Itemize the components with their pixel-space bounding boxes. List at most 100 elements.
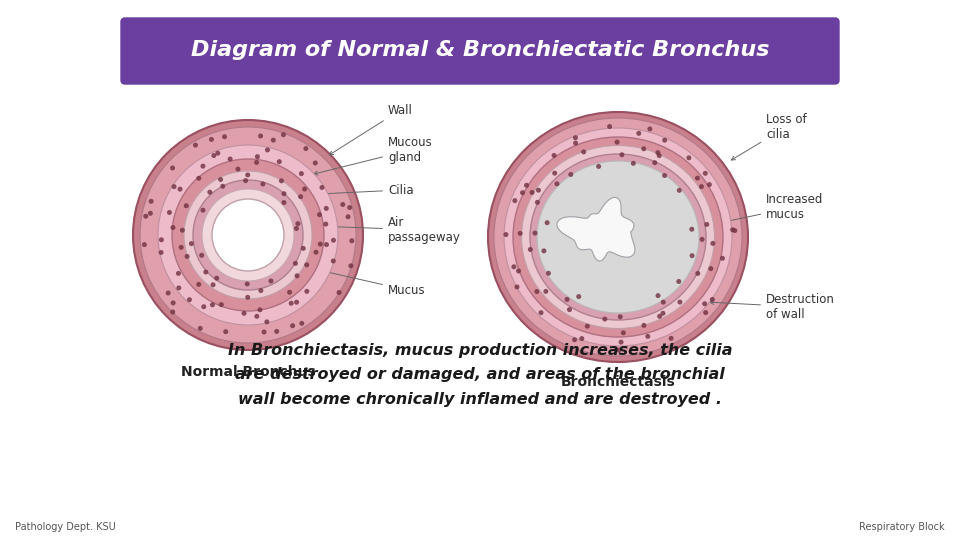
Circle shape [222, 134, 228, 139]
Circle shape [710, 241, 715, 246]
Ellipse shape [537, 161, 699, 313]
Circle shape [579, 336, 585, 341]
Ellipse shape [521, 145, 714, 328]
Circle shape [133, 120, 363, 350]
Circle shape [700, 237, 705, 242]
Circle shape [689, 227, 694, 232]
Circle shape [314, 249, 319, 255]
Circle shape [178, 187, 182, 192]
Circle shape [324, 242, 329, 247]
Circle shape [201, 208, 205, 213]
Circle shape [279, 178, 284, 184]
Circle shape [662, 138, 667, 143]
Circle shape [596, 164, 601, 169]
Circle shape [294, 300, 300, 305]
Ellipse shape [530, 154, 706, 320]
Circle shape [255, 154, 260, 159]
Circle shape [660, 300, 666, 305]
Circle shape [581, 150, 587, 154]
Circle shape [318, 241, 323, 247]
Circle shape [513, 198, 517, 203]
Circle shape [193, 180, 303, 290]
Circle shape [215, 151, 220, 156]
Circle shape [636, 131, 641, 136]
Circle shape [180, 228, 185, 233]
Circle shape [142, 242, 147, 247]
Text: In Bronchiectasis, mucus production increases, the cilia
are destroyed or damage: In Bronchiectasis, mucus production incr… [228, 343, 732, 407]
Circle shape [245, 281, 250, 286]
Circle shape [189, 241, 194, 246]
Circle shape [621, 330, 626, 335]
Circle shape [300, 246, 306, 251]
Ellipse shape [504, 128, 732, 346]
Circle shape [656, 150, 660, 155]
Circle shape [148, 211, 153, 216]
Circle shape [289, 301, 294, 306]
Circle shape [660, 310, 665, 316]
Circle shape [293, 261, 298, 266]
Circle shape [567, 307, 572, 312]
Circle shape [695, 271, 700, 276]
Circle shape [214, 275, 219, 281]
Circle shape [541, 248, 546, 253]
Circle shape [183, 203, 189, 208]
Circle shape [546, 271, 551, 276]
Circle shape [294, 226, 299, 231]
Circle shape [331, 238, 336, 242]
Circle shape [515, 285, 519, 289]
Circle shape [324, 221, 328, 227]
Circle shape [295, 273, 300, 278]
Circle shape [166, 291, 171, 295]
Circle shape [258, 133, 263, 138]
Circle shape [677, 188, 682, 193]
Circle shape [245, 295, 251, 300]
Circle shape [349, 238, 354, 244]
Circle shape [340, 202, 346, 207]
Circle shape [210, 282, 216, 287]
Circle shape [304, 289, 309, 294]
Circle shape [254, 314, 259, 319]
Circle shape [552, 171, 557, 176]
Circle shape [245, 172, 251, 177]
Circle shape [281, 132, 286, 137]
Circle shape [709, 297, 715, 302]
Circle shape [158, 145, 338, 325]
Circle shape [530, 190, 535, 195]
Circle shape [158, 237, 164, 242]
Circle shape [184, 254, 190, 259]
Circle shape [209, 137, 214, 142]
Circle shape [686, 156, 691, 160]
Circle shape [287, 290, 292, 295]
Circle shape [171, 225, 176, 230]
Circle shape [535, 200, 540, 205]
Circle shape [198, 326, 203, 331]
Circle shape [616, 348, 621, 353]
Text: Cilia: Cilia [301, 184, 414, 197]
Circle shape [303, 146, 308, 151]
Circle shape [324, 206, 328, 211]
Ellipse shape [513, 137, 723, 337]
Circle shape [201, 164, 205, 168]
Circle shape [170, 309, 176, 314]
Circle shape [704, 310, 708, 315]
Circle shape [264, 319, 270, 325]
Text: Pathology Dept. KSU: Pathology Dept. KSU [15, 522, 116, 532]
Circle shape [275, 329, 279, 334]
Circle shape [573, 135, 578, 140]
Circle shape [720, 256, 725, 261]
Circle shape [707, 182, 712, 187]
Circle shape [512, 264, 516, 269]
Circle shape [254, 160, 259, 165]
Circle shape [300, 321, 304, 326]
Circle shape [193, 143, 198, 147]
Circle shape [199, 253, 204, 258]
Text: Increased
mucus: Increased mucus [704, 193, 824, 227]
Circle shape [202, 189, 294, 281]
Circle shape [158, 250, 163, 255]
Circle shape [210, 302, 215, 307]
Circle shape [699, 184, 704, 189]
Circle shape [320, 185, 324, 190]
Circle shape [281, 191, 286, 196]
Circle shape [695, 176, 700, 180]
Text: Normal Bronchus: Normal Bronchus [180, 365, 316, 379]
